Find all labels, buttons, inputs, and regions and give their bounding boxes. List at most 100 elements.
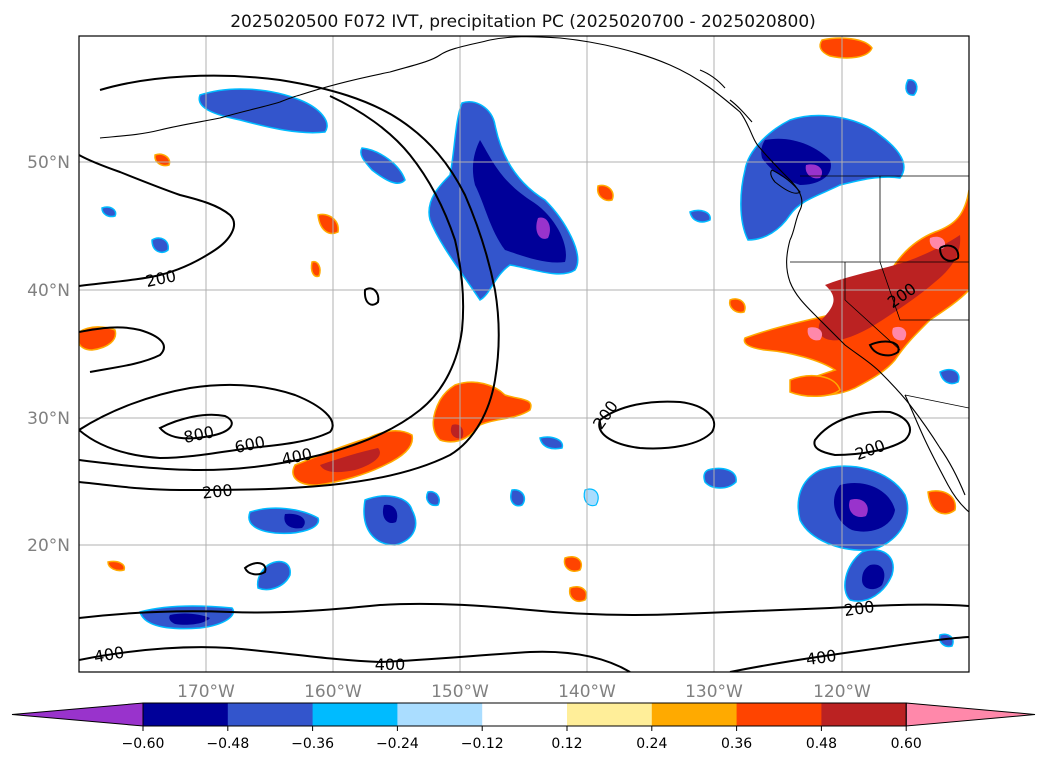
pos-area-california-peak-3 (807, 327, 823, 341)
lon-label-140w: 140°W (558, 682, 616, 702)
neg-area-misc-11 (905, 79, 918, 96)
ivt-contour-400-dome (79, 326, 165, 373)
colorbar-extend-high (905, 702, 1036, 727)
neg-area-central-band-2-core (284, 513, 305, 529)
colorbar-tick-label: 0.60 (891, 736, 922, 752)
ivt-contour-small-1 (363, 287, 380, 306)
state-border-4 (844, 262, 901, 351)
pos-area-small-7 (107, 560, 126, 572)
pos-area-california-peak (929, 236, 946, 250)
pos-area-california-peak-2 (892, 326, 907, 341)
pos-area-small-2 (927, 490, 957, 515)
west-coast-us (786, 239, 966, 496)
contour-label: 200 (201, 480, 233, 502)
neg-area-misc-6 (689, 209, 711, 223)
contour-label: 400 (805, 646, 838, 669)
neg-area-misc-1 (360, 147, 406, 184)
british-columbia-coast (759, 147, 803, 241)
longitude-labels: 170°W 160°W 150°W 140°W 130°W 120°W (177, 682, 871, 702)
neg-area-misc-2 (703, 467, 737, 489)
neg-area-south-east-core (862, 564, 885, 590)
colorbar-segment (312, 703, 398, 726)
neg-area-misc-8 (939, 368, 960, 385)
colorbar: −0.60 −0.48 −0.36 −0.24 −0.12 0.12 0.24 0.36 0.4… (11, 702, 1036, 752)
lon-label-150w: 150°W (431, 682, 489, 702)
neg-area-central-band-1-core (382, 504, 398, 524)
pos-area-california-core (818, 235, 961, 341)
pos-area-west-edge (79, 326, 117, 351)
neg-area-subtropical-east-peak (849, 499, 868, 518)
colorbar-segment (736, 703, 822, 726)
colorbar-segment (227, 703, 314, 726)
ivt-contours (79, 74, 969, 672)
alaska-islands-1 (699, 69, 726, 89)
colorbar-segment (821, 703, 907, 726)
map-panel: 200 200 800 600 400 200 200 200 200 200 … (78, 35, 970, 674)
ivt-contour-200-west-dome (79, 74, 500, 492)
map-frame (78, 35, 970, 673)
neg-area-misc-5 (151, 237, 169, 253)
neg-area-aleutians (198, 88, 328, 134)
pos-area-small-10 (310, 260, 321, 278)
pos-area-northeast (819, 37, 873, 59)
colorbar-segment (482, 703, 568, 726)
ivt-contour-400-west (79, 95, 465, 472)
latitude-labels: 50°N 40°N 30°N 20°N (27, 153, 70, 556)
ivt-contour-200-central-loop (598, 400, 715, 450)
colorbar-tick-label: −0.60 (122, 736, 165, 752)
political-borders (790, 175, 969, 409)
pos-area-small-9 (563, 556, 582, 572)
positive-precip-areas (79, 37, 969, 602)
lat-label-30n: 30°N (27, 409, 70, 429)
us-mexico-border (904, 394, 969, 409)
lon-label-130w: 130°W (685, 682, 743, 702)
contour-label: 200 (843, 597, 876, 620)
map-title: 2025020500 F072 IVT, precipitation PC (2… (230, 12, 816, 32)
coastlines (99, 36, 969, 513)
ivt-contour-california (868, 244, 960, 357)
ivt-contour-600 (79, 383, 334, 460)
lon-label-120w: 120°W (813, 682, 871, 702)
pos-area-small-8 (568, 586, 587, 602)
colorbar-tick-label: 0.24 (636, 736, 667, 752)
lat-label-20n: 20°N (27, 536, 70, 556)
neg-area-southwest-core (169, 613, 210, 625)
neg-area-misc-10 (426, 490, 440, 507)
colorbar-segment (567, 703, 653, 726)
colorbar-tick-label: −0.24 (376, 736, 419, 752)
colorbar-tick-label: −0.36 (291, 736, 334, 752)
contour-label: 400 (375, 655, 406, 674)
neg-area-gulf-alaska-peak (536, 217, 550, 239)
lon-label-170w: 170°W (177, 682, 235, 702)
colorbar-tick-label: −0.12 (461, 736, 504, 752)
colorbar-outline (142, 702, 907, 727)
lon-label-160w: 160°W (304, 682, 362, 702)
ivt-contour-800 (158, 413, 233, 440)
colorbar-segment (143, 703, 229, 726)
neg-area-misc-13 (583, 488, 599, 507)
baja-coast (904, 394, 969, 513)
colorbar-segment (651, 703, 738, 726)
negative-precip-areas (101, 79, 960, 648)
aleutian-chain (99, 94, 301, 139)
colorbar-segment (397, 703, 483, 726)
colorbar-tick-label: 0.48 (806, 736, 837, 752)
neg-area-misc-7 (539, 436, 564, 450)
ivt-contour-400-southeast (729, 636, 969, 672)
ivt-contour-400-south (79, 646, 631, 672)
neg-area-misc-12 (938, 633, 954, 648)
pos-area-small-3 (596, 184, 614, 202)
neg-area-misc-9 (101, 206, 117, 218)
vancouver-island (770, 169, 801, 194)
colorbar-tick-label: −0.48 (206, 736, 249, 752)
pos-area-small-5 (154, 153, 171, 167)
colorbar-tick-label: 0.36 (721, 736, 752, 752)
pos-area-small-4 (728, 298, 746, 314)
colorbar-tick-label: 0.12 (551, 736, 582, 752)
alaska-islands-2 (729, 99, 753, 123)
colorbar-extend-low (11, 702, 144, 727)
pos-area-subtropical-west-core (320, 448, 380, 473)
lat-label-50n: 50°N (27, 153, 70, 173)
state-border-3 (879, 261, 969, 321)
